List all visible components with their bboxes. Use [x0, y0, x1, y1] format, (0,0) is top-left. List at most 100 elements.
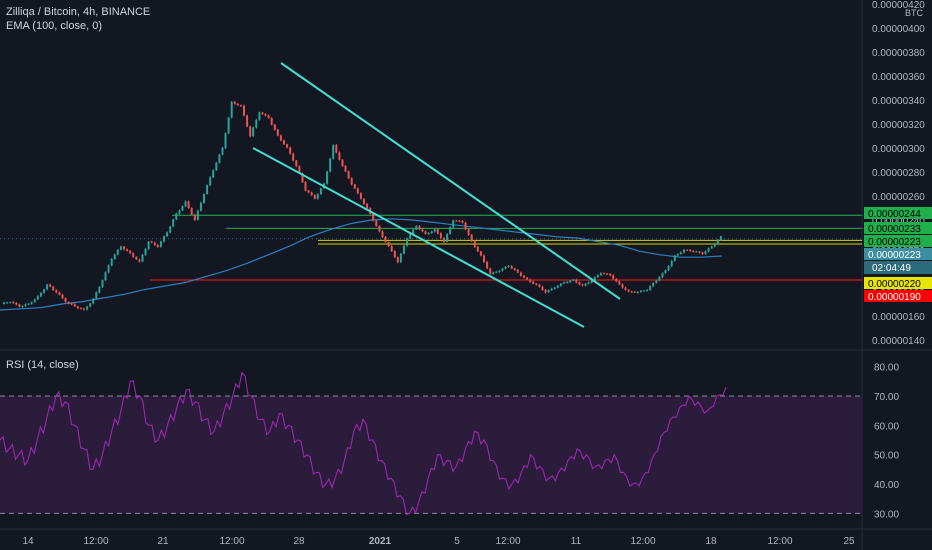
candle-body — [393, 251, 396, 258]
candle-body — [246, 115, 249, 127]
candle-body — [144, 248, 147, 255]
time-tick-label: 11 — [571, 536, 582, 547]
candle-body — [603, 273, 605, 275]
candle-body — [338, 152, 341, 160]
candle-body — [430, 231, 433, 234]
candle-body — [701, 252, 704, 255]
candle-body — [335, 145, 338, 153]
candle-body — [652, 282, 655, 287]
candle-body — [332, 145, 335, 159]
price-tick-label: 0.00000320 — [872, 120, 925, 131]
candle-body — [532, 281, 535, 284]
candle-body — [566, 282, 569, 284]
candle-body — [249, 126, 252, 137]
candle-body — [98, 286, 101, 293]
price-level-badge-text: 0.00000190 — [868, 292, 921, 303]
candle-body — [670, 260, 673, 267]
candle-body — [541, 286, 544, 290]
candle-body — [141, 255, 144, 262]
candle-body — [384, 237, 387, 243]
price-level-badge-text: 0.00000233 — [868, 224, 921, 235]
candle-body — [575, 279, 578, 283]
candle-body — [523, 275, 525, 278]
candle-body — [387, 242, 390, 247]
candle-body — [203, 194, 205, 203]
candle-body — [596, 275, 599, 278]
candle-body — [439, 233, 442, 239]
candle-body — [452, 220, 455, 228]
candle-body — [433, 229, 436, 232]
candle-body — [578, 282, 581, 285]
candle-body — [178, 210, 181, 214]
candle-body — [698, 251, 701, 253]
candle-body — [304, 182, 307, 191]
candle-body — [212, 170, 215, 178]
candle-body — [624, 287, 627, 290]
candle-body — [227, 117, 230, 134]
candle-body — [126, 249, 129, 251]
candle-body — [455, 220, 458, 222]
candle-body — [643, 290, 645, 292]
candle-body — [713, 243, 716, 247]
candle-body — [692, 251, 695, 253]
candle-body — [64, 298, 67, 303]
candle-body — [489, 268, 492, 274]
candle-body — [307, 190, 310, 193]
candle-body — [138, 259, 141, 262]
candle-body — [695, 251, 698, 253]
candle-body — [363, 198, 365, 204]
candle-body — [326, 171, 329, 184]
candle-body — [716, 239, 719, 244]
candle-body — [116, 249, 119, 255]
channel-upper-line — [280, 62, 621, 300]
candle-body — [267, 115, 270, 119]
time-tick-label: 5 — [454, 536, 460, 547]
candle-body — [43, 289, 45, 293]
candle-body — [519, 272, 522, 276]
candle-body — [538, 284, 541, 287]
candle-body — [147, 241, 150, 249]
candle-body — [181, 206, 184, 211]
candle-body — [119, 246, 122, 250]
candle-body — [479, 251, 482, 256]
candle-body — [270, 118, 273, 125]
rsi-legend: RSI (14, close) — [6, 359, 79, 371]
candle-body — [476, 246, 479, 252]
time-tick-label: 12:00 — [767, 536, 792, 547]
candle-body — [473, 241, 476, 247]
candle-body — [159, 241, 162, 247]
price-tick-label: 0.00000260 — [872, 192, 925, 203]
candle-body — [366, 203, 369, 209]
candle-body — [507, 266, 510, 267]
price-level-badge — [864, 290, 932, 302]
candle-body — [350, 178, 353, 185]
candle-body — [258, 112, 261, 120]
price-tick-label: 0.00000420 — [872, 0, 925, 11]
candle-body — [27, 303, 30, 305]
price-tick-label: 0.00000300 — [872, 144, 925, 155]
candle-body — [344, 165, 347, 172]
candle-body — [172, 219, 175, 227]
candle-body — [36, 296, 39, 300]
candle-body — [587, 282, 590, 284]
candle-body — [664, 270, 667, 274]
candle-body — [347, 171, 350, 179]
candle-body — [443, 238, 445, 242]
candle-body — [129, 250, 132, 254]
candle-body — [175, 213, 178, 220]
candle-body — [353, 184, 356, 189]
currency-label: BTC — [905, 8, 924, 18]
rsi-tick-label: 50.00 — [874, 451, 899, 462]
ema-line — [0, 218, 723, 311]
candle-body — [486, 261, 489, 269]
candle-body — [243, 105, 245, 116]
candle-body — [655, 280, 658, 283]
candle-body — [667, 266, 670, 271]
candle-body — [436, 229, 439, 234]
candle-body — [618, 281, 621, 285]
candle-body — [427, 233, 430, 235]
time-tick-label: 12:00 — [630, 536, 655, 547]
candle-body — [107, 265, 110, 273]
candle-body — [636, 292, 639, 293]
